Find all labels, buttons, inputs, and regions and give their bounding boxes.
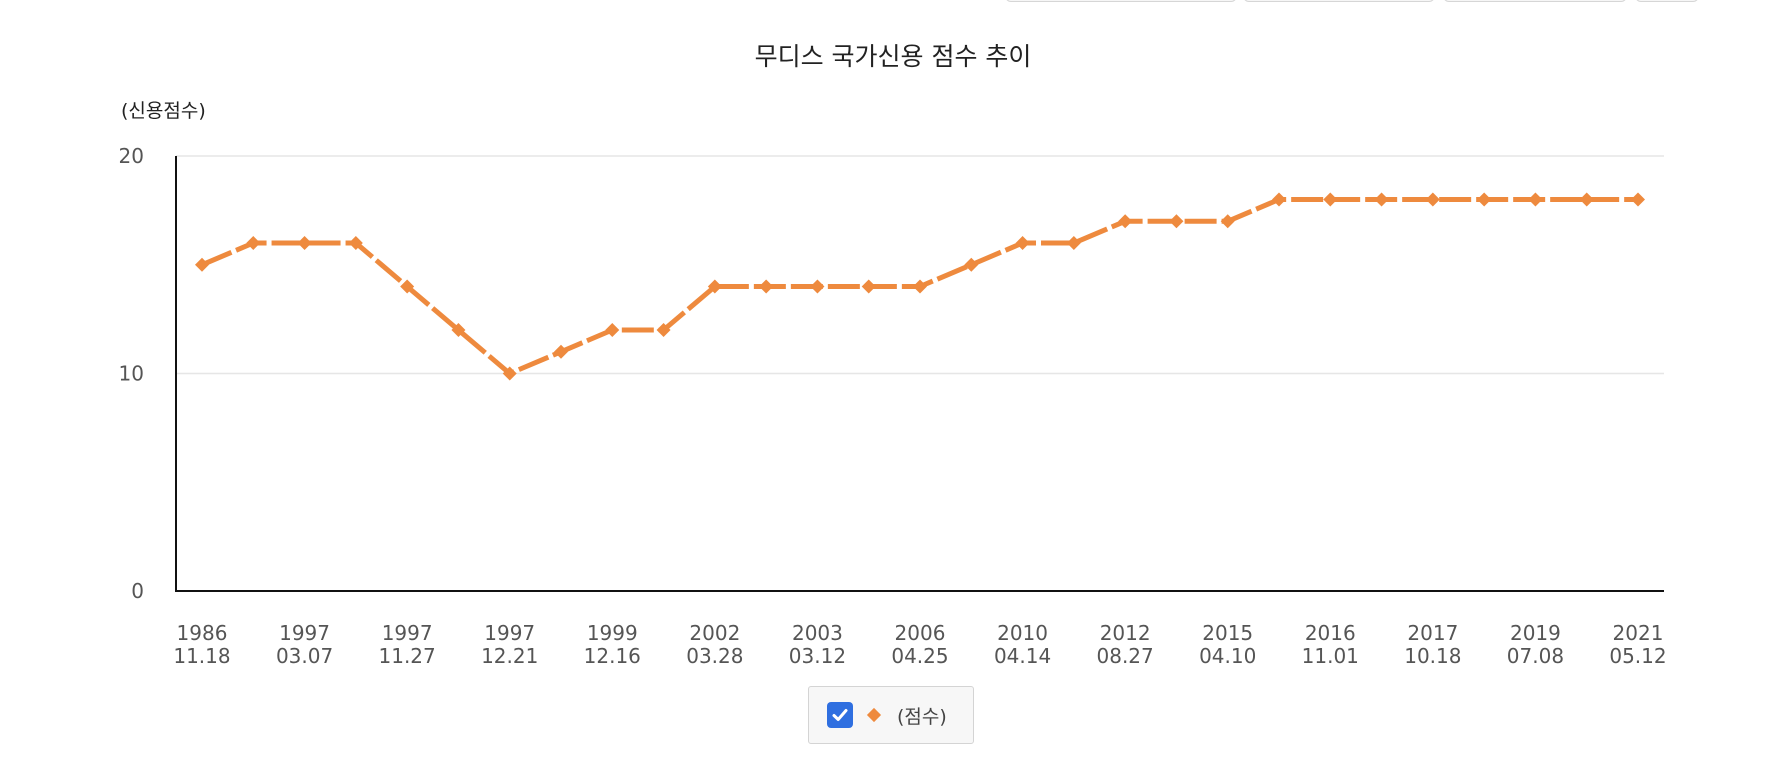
x-tick-label: 2015 04.10 [1199,621,1256,668]
x-tick-label: 2021 05.12 [1609,621,1666,668]
data-point[interactable] [502,366,517,381]
x-tick-label: 2003 03.12 [789,621,846,668]
x-tick-label: 2019 07.08 [1507,621,1564,668]
data-point[interactable] [1015,236,1030,250]
x-tick-label: 1986 11.18 [173,621,230,668]
data-point[interactable] [1425,192,1440,207]
x-tick-label: 2002 03.28 [686,621,743,668]
x-axis-ticks: 1986 11.18 1997 03.07 1997 11.27 1997 12.21 1999… [173,621,1666,668]
data-point[interactable] [1272,192,1286,207]
y-tick-label: 20 [119,144,144,168]
data-point[interactable] [246,236,261,250]
x-tick-label: 2017 10.18 [1404,621,1461,668]
legend: (점수) [808,686,974,744]
legend-checkbox[interactable] [827,702,853,728]
data-point[interactable] [195,257,209,272]
data-point[interactable] [1066,236,1081,250]
data-point[interactable] [554,344,568,359]
data-point[interactable] [1631,192,1645,207]
data-point[interactable] [400,279,415,294]
x-tick-label: 2006 04.25 [891,621,948,668]
x-tick-label: 2012 08.27 [1097,621,1154,668]
x-tick-label: 2016 11.01 [1302,621,1359,668]
legend-label: (점수) [897,705,947,728]
data-point[interactable] [1118,214,1133,229]
data-point[interactable] [1579,192,1594,207]
data-point[interactable] [605,323,620,337]
data-point[interactable] [1477,192,1492,207]
data-point[interactable] [451,323,466,337]
legend-diamond-icon [866,707,882,723]
y-tick-label: 10 [119,362,144,386]
x-tick-label: 1997 11.27 [379,621,436,668]
y-tick-label: 0 [131,579,144,603]
data-point[interactable] [964,257,979,272]
data-point[interactable] [759,279,774,294]
y-axis-ticks: 0 10 20 [119,144,144,603]
x-tick-label: 1999 12.16 [584,621,641,668]
data-point[interactable] [1374,192,1389,207]
series-markers [195,192,1645,381]
x-tick-label: 2010 04.14 [994,621,1051,668]
data-point[interactable] [1323,192,1338,207]
data-point[interactable] [1169,214,1184,229]
x-tick-label: 1997 03.07 [276,621,333,668]
data-point[interactable] [861,279,876,294]
x-tick-label: 1997 12.21 [481,621,538,668]
grid-lines [176,155,1664,375]
data-point[interactable] [297,236,312,250]
chart-title: 무디스 국가신용 점수 추이 [755,42,1032,71]
data-point[interactable] [1528,192,1543,207]
y-axis-unit-label: (신용점수) [121,100,206,122]
data-point[interactable] [348,236,363,250]
data-point[interactable] [656,323,671,337]
data-point[interactable] [913,279,927,294]
checkmark-icon [832,709,848,721]
data-point[interactable] [707,279,722,294]
data-point[interactable] [810,279,825,294]
data-point[interactable] [1220,214,1235,229]
